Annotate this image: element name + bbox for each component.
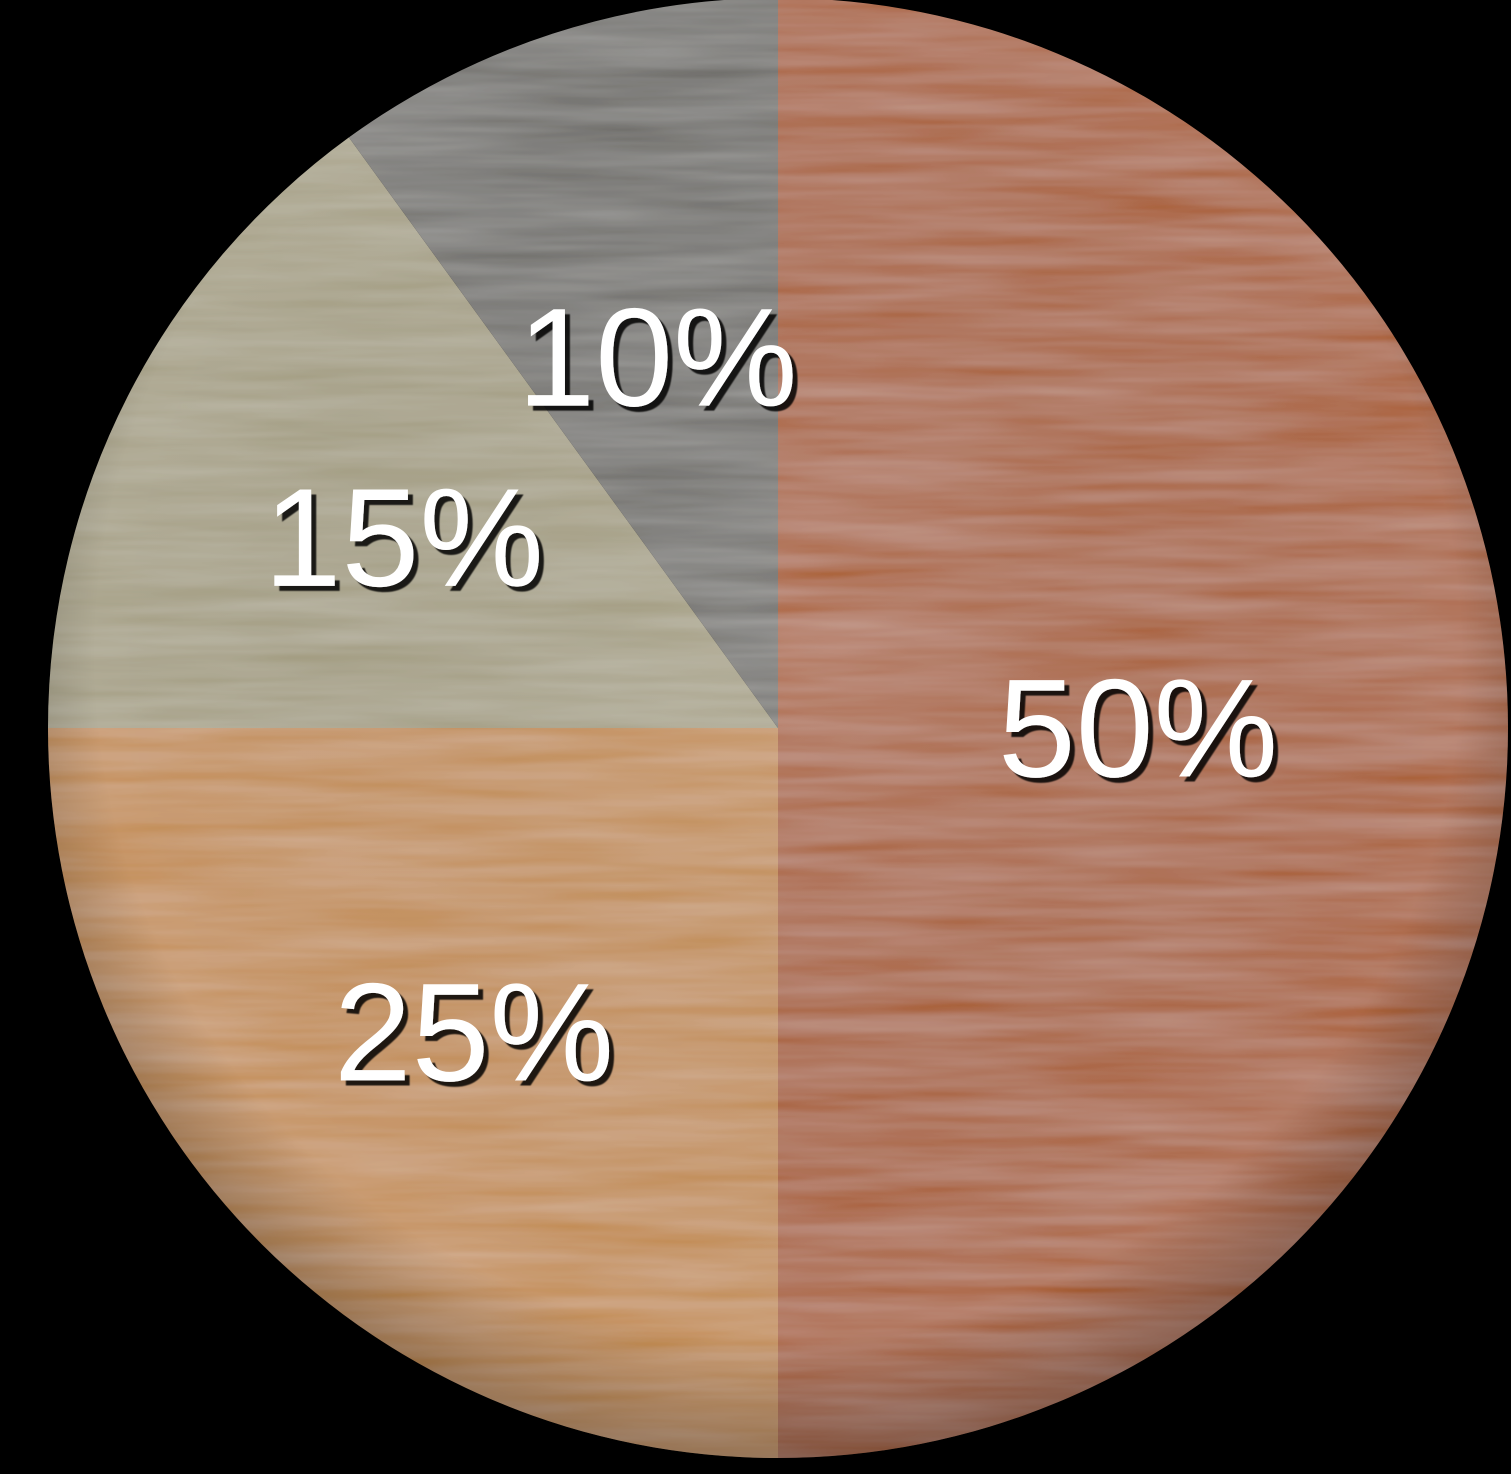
pie-label-10-percent: 10%	[517, 279, 797, 436]
pie-slices	[48, 0, 1508, 1458]
pie-label-50-percent: 50%	[998, 650, 1278, 807]
pie-labels: 50% 25% 15% 10%	[264, 279, 1278, 1111]
pie-label-15-percent: 15%	[264, 459, 544, 616]
pie-label-25-percent: 25%	[334, 954, 614, 1111]
